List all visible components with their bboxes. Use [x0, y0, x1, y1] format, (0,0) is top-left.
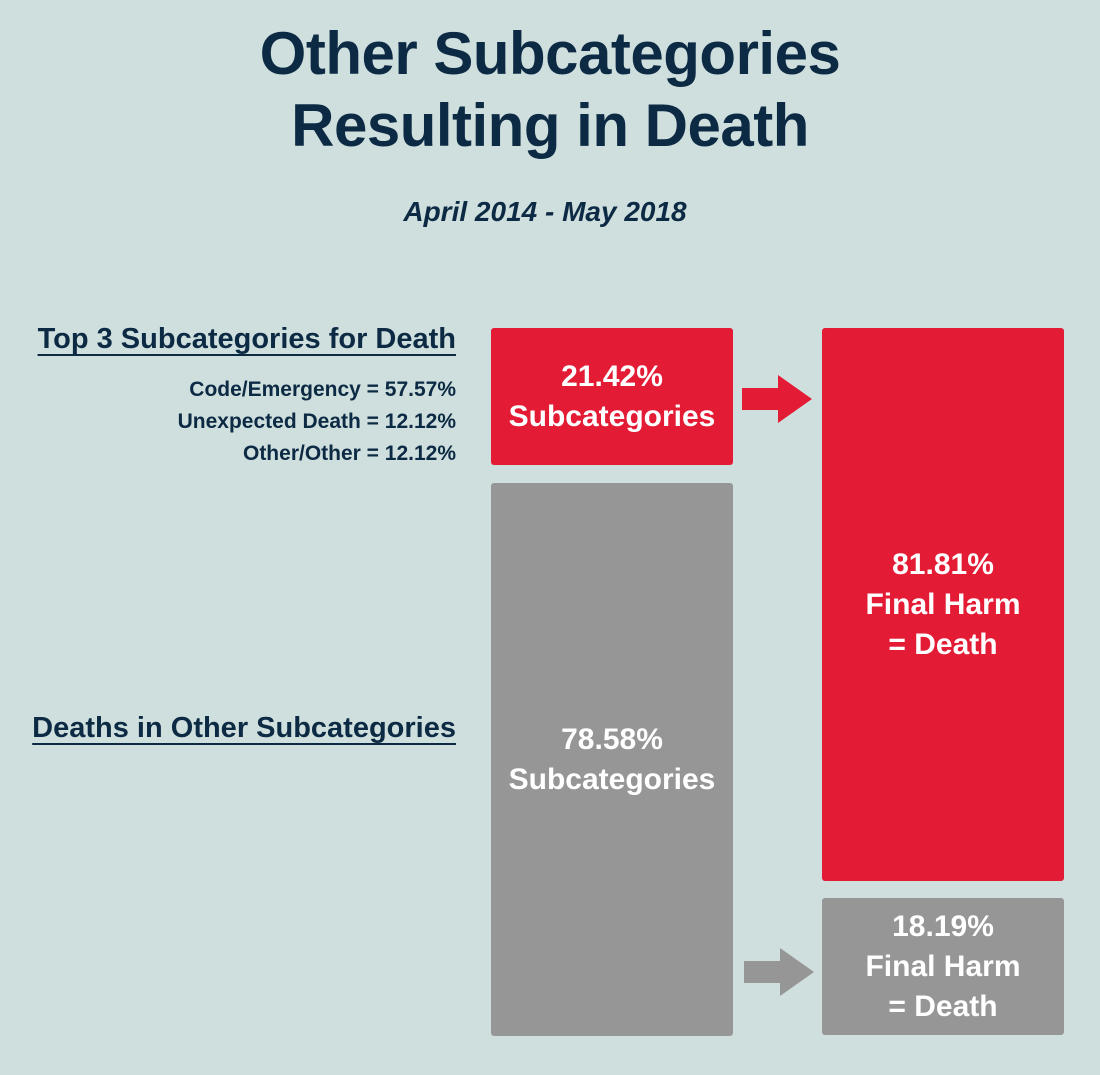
- top3-item: Unexpected Death = 12.12%: [177, 410, 456, 433]
- title-line-2: Resulting in Death: [291, 92, 809, 159]
- other-subcategories-heading: Deaths in Other Subcategories: [32, 712, 456, 744]
- page-title: Other Subcategories Resulting in Death: [0, 18, 1100, 162]
- other-percent: 78.58%: [561, 722, 663, 756]
- other-label: Subcategories: [508, 762, 716, 796]
- final-death-percent: 81.81%: [892, 547, 994, 581]
- top3-item: Code/Emergency = 57.57%: [189, 378, 456, 401]
- final-death-line2: Final Harm: [865, 587, 1021, 621]
- final-harm-death-box: 81.81% Final Harm = Death: [822, 328, 1064, 881]
- top3-item: Other/Other = 12.12%: [242, 442, 456, 465]
- final-harm-other-box: 18.19% Final Harm = Death: [822, 898, 1064, 1035]
- top3-label: Subcategories: [508, 399, 716, 433]
- final-other-percent: 18.19%: [892, 909, 994, 943]
- top3-subcategories-box: 21.42% Subcategories: [491, 328, 733, 465]
- top3-percent: 21.42%: [561, 359, 663, 393]
- final-other-line3: = Death: [888, 989, 998, 1023]
- final-other-line2: Final Harm: [865, 949, 1021, 983]
- other-subcategories-box: 78.58% Subcategories: [491, 483, 733, 1036]
- final-death-line3: = Death: [888, 627, 998, 661]
- arrow-right-icon: [742, 375, 812, 423]
- top3-heading: Top 3 Subcategories for Death: [37, 323, 456, 355]
- top3-list: Code/Emergency = 57.57% Unexpected Death…: [178, 374, 456, 470]
- date-range-subtitle: April 2014 - May 2018: [403, 196, 687, 227]
- title-line-1: Other Subcategories: [259, 20, 841, 87]
- arrow-right-icon: [744, 948, 814, 996]
